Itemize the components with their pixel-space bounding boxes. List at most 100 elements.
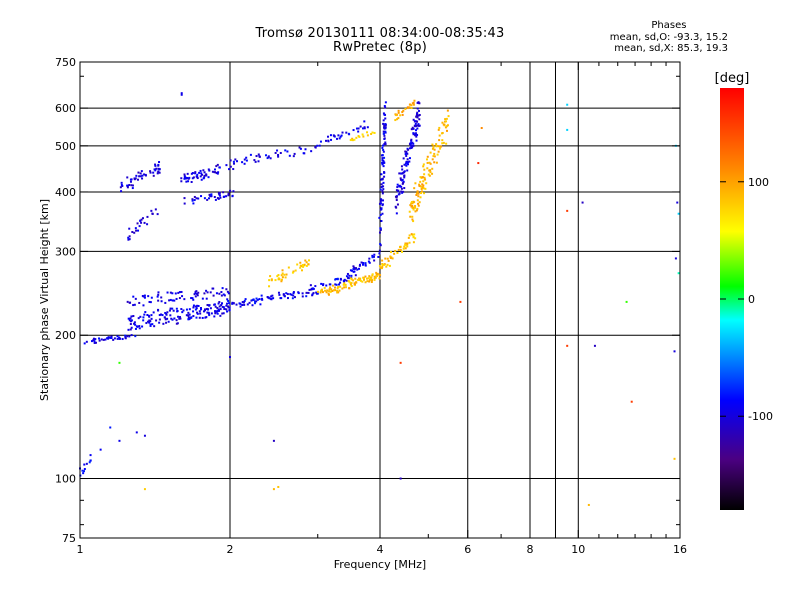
data-point: [83, 468, 86, 471]
data-point: [410, 201, 413, 204]
data-point: [286, 293, 289, 296]
data-point: [156, 172, 159, 175]
data-point: [89, 459, 92, 462]
data-point: [174, 292, 177, 295]
data-point: [193, 195, 196, 198]
data-point: [218, 194, 221, 197]
x-tick-label: 10: [571, 543, 585, 556]
data-point: [379, 227, 382, 230]
data-point: [397, 111, 400, 114]
data-points: [79, 92, 680, 506]
data-point: [127, 238, 130, 241]
data-point: [381, 265, 384, 268]
data-point: [673, 350, 676, 353]
data-point: [435, 143, 438, 146]
data-point: [149, 171, 152, 174]
phase-stats: Phases mean, sd,O: -93.3, 15.2 mean, sd,…: [610, 20, 728, 55]
data-point: [405, 164, 408, 167]
data-point: [206, 311, 209, 314]
data-point: [150, 209, 153, 212]
data-point: [438, 139, 441, 142]
data-point: [280, 280, 283, 283]
data-point: [431, 158, 434, 161]
data-point: [351, 137, 354, 140]
data-point: [218, 191, 221, 194]
data-point: [350, 274, 353, 277]
data-point: [311, 293, 314, 296]
data-point: [274, 151, 277, 154]
data-point: [239, 305, 242, 308]
data-point: [286, 297, 289, 300]
data-point: [400, 165, 403, 168]
data-point: [384, 141, 387, 144]
data-point: [399, 249, 402, 252]
data-point: [284, 149, 287, 152]
data-point: [235, 303, 238, 306]
data-point: [378, 277, 381, 280]
data-point: [309, 284, 312, 287]
data-point: [408, 157, 411, 160]
data-point: [258, 155, 261, 158]
data-point: [431, 167, 434, 170]
data-point: [416, 113, 419, 116]
data-point: [356, 268, 359, 271]
data-point: [197, 291, 200, 294]
data-point: [124, 334, 127, 337]
data-point: [366, 126, 369, 129]
data-point: [142, 304, 145, 307]
data-point: [146, 223, 149, 226]
data-point: [345, 275, 348, 278]
data-point: [360, 261, 363, 264]
data-point: [410, 106, 413, 109]
data-point: [566, 103, 569, 106]
data-point: [213, 303, 216, 306]
data-point: [432, 155, 435, 158]
data-point: [383, 171, 386, 174]
data-point: [338, 137, 341, 140]
data-point: [429, 171, 432, 174]
data-point: [381, 154, 384, 157]
data-point: [225, 308, 228, 311]
data-point: [362, 278, 365, 281]
data-point: [422, 165, 425, 168]
data-point: [444, 120, 447, 123]
data-point: [400, 185, 403, 188]
data-point: [394, 249, 397, 252]
data-point: [176, 309, 179, 312]
data-point: [337, 285, 340, 288]
data-point: [400, 172, 403, 175]
y-tick-label: 750: [55, 56, 76, 69]
data-point: [196, 311, 199, 314]
data-point: [214, 198, 217, 201]
axis-ticks: [79, 61, 681, 539]
data-point: [219, 308, 222, 311]
data-point: [181, 295, 184, 298]
data-point: [355, 127, 358, 130]
data-point: [395, 199, 398, 202]
data-point: [118, 439, 121, 442]
data-point: [171, 318, 174, 321]
data-point: [128, 335, 131, 338]
data-point: [181, 311, 184, 314]
data-point: [302, 265, 305, 268]
data-point: [85, 340, 88, 343]
data-point: [358, 278, 361, 281]
data-point: [417, 195, 420, 198]
data-point: [120, 183, 123, 186]
data-point: [445, 120, 448, 123]
chart-subtitle: RwPretec (8p): [333, 40, 427, 55]
data-point: [381, 259, 384, 262]
data-point: [151, 212, 154, 215]
x-tick-label: 16: [673, 543, 687, 556]
data-point: [216, 312, 219, 315]
data-point: [183, 173, 186, 176]
data-point: [428, 174, 431, 177]
data-point: [191, 199, 194, 202]
data-point: [179, 317, 182, 320]
data-point: [198, 316, 201, 319]
data-point: [279, 151, 282, 154]
data-point: [381, 144, 384, 147]
data-point: [367, 277, 370, 280]
data-point: [346, 272, 349, 275]
data-point: [407, 236, 410, 239]
